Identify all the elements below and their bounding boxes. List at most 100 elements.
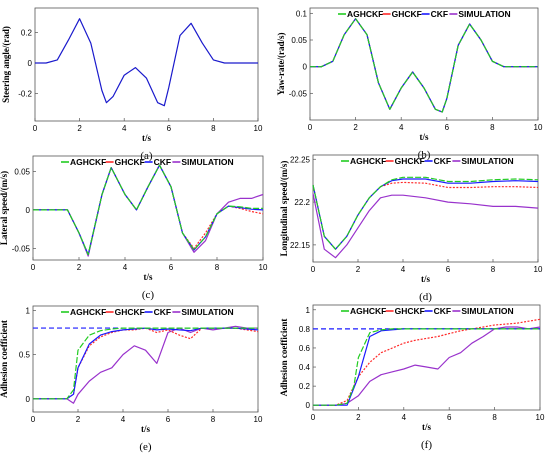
x-tick-label: 4: [121, 415, 126, 424]
x-tick-label: 6: [169, 263, 174, 272]
x-tick-label: 10: [254, 124, 263, 133]
x-tick-label: 10: [534, 123, 543, 132]
legend-entry: GHCKF: [392, 9, 422, 19]
series-line-ghckf: [312, 181, 539, 250]
y-tick-label: -0.05: [12, 244, 31, 253]
x-tick-label: 0: [308, 123, 313, 132]
x-tick-label: 0: [311, 265, 316, 274]
x-tick-label: 8: [215, 263, 220, 272]
y-tick-label: 0.2: [21, 28, 33, 37]
legend-entry: CKF: [434, 156, 451, 166]
y-tick-label: 1: [26, 306, 31, 315]
x-tick-label: 4: [123, 263, 128, 272]
x-tick-label: 6: [166, 415, 171, 424]
plot-frame: [309, 7, 539, 121]
x-tick-label: 6: [167, 124, 172, 133]
x-tick-label: 0: [31, 263, 36, 272]
x-axis-label: t/s: [141, 424, 150, 434]
plot-frame: [312, 304, 541, 411]
x-axis-label: t/s: [142, 133, 151, 143]
series-line-aghckf: [310, 18, 538, 113]
x-tick-label: 0: [33, 124, 38, 133]
legend-entry: GHCKF: [395, 156, 425, 166]
panel-label: (c): [142, 289, 155, 301]
chart-panel: 0 2 4 6 8 10 22.15 22.2 22.25 t/s Longitudinal spe…: [279, 154, 543, 303]
y-tick-label: 0.2: [299, 382, 311, 391]
legend-entry: CKF: [431, 9, 448, 19]
legend-entry: CKF: [154, 307, 171, 317]
series-line-steering: [35, 18, 258, 107]
y-tick-label: 0.8: [299, 325, 311, 334]
series-line-ghckf: [310, 18, 538, 113]
legend-entry: AGHCKF: [350, 156, 386, 166]
x-tick-label: 0: [311, 413, 316, 422]
x-tick-label: 6: [447, 413, 452, 422]
y-axis-label: Longitudinal speed/(m/s): [279, 161, 289, 257]
y-axis-label: Adhesion coefficient: [279, 319, 289, 397]
y-tick-label: 1: [306, 306, 311, 315]
chart-panel: 0 2 4 6 8 10 0 0.2 0.4 0.6 0.8 1 t/s Adhesion coeffic…: [279, 304, 545, 451]
x-tick-label: 4: [401, 265, 406, 274]
x-tick-label: 2: [356, 413, 361, 422]
y-tick-label: -0.05: [289, 89, 308, 98]
x-tick-label: 4: [399, 123, 404, 132]
x-axis-label: t/s: [422, 422, 431, 432]
plot-frame: [32, 155, 264, 261]
legend-entry: AGHCKF: [70, 157, 106, 167]
plot-frame: [32, 305, 259, 413]
x-tick-label: 8: [492, 413, 497, 422]
legend-entry: SIMULATION: [181, 307, 233, 317]
legend-entry: GHCKF: [115, 157, 145, 167]
x-tick-label: 0: [31, 415, 36, 424]
legend-entry: SIMULATION: [458, 9, 510, 19]
x-axis-label: t/s: [144, 272, 153, 282]
y-tick-label: 0.1: [296, 9, 308, 18]
plot-frame: [312, 154, 539, 263]
x-tick-label: 2: [77, 124, 82, 133]
series-line-ckf: [312, 178, 539, 250]
series-line-ghckf: [33, 327, 259, 400]
series-line-aghckf: [313, 328, 540, 406]
y-axis-label: Lateral speed/(m/s): [0, 171, 9, 245]
series-line-aghckf: [33, 327, 258, 400]
x-axis-label: t/s: [421, 274, 430, 284]
x-tick-label: 10: [259, 263, 268, 272]
y-axis-label: Yaw-rate/(rad/s): [276, 33, 286, 96]
series-line-aghckf: [33, 164, 263, 256]
panel-label: (d): [419, 291, 432, 303]
y-tick-label: 0: [26, 395, 31, 404]
x-tick-label: 8: [211, 124, 216, 133]
legend-entry: SIMULATION: [461, 156, 513, 166]
x-axis-label: t/s: [420, 132, 429, 142]
legend-entry: CKF: [434, 306, 451, 316]
y-tick-label: 0.05: [14, 167, 30, 176]
series-line-simulation: [33, 325, 258, 404]
panel-label: (e): [139, 441, 152, 453]
series-line-simulation: [310, 18, 538, 113]
chart-panel: 0 2 4 6 8 10 0 0.5 1 t/s Adhesion coefficient (e) AG…: [0, 305, 263, 453]
series-line-ghckf: [313, 318, 541, 406]
y-tick-label: -0.2: [18, 90, 32, 99]
series-line-ckf: [310, 18, 538, 113]
y-tick-label: 0: [303, 63, 308, 72]
y-tick-label: 22.15: [290, 241, 311, 250]
y-tick-label: 0: [26, 206, 31, 215]
y-tick-label: 0.4: [299, 363, 311, 372]
series-line-simulation: [312, 193, 539, 259]
x-tick-label: 10: [534, 265, 543, 274]
legend-entry: GHCKF: [395, 306, 425, 316]
chart-panel: 0 2 4 6 8 10 -0.05 0 0.05 t/s Lateral speed/(m/s) (…: [0, 155, 268, 301]
x-tick-label: 6: [445, 123, 450, 132]
x-tick-label: 8: [211, 415, 216, 424]
legend-entry: CKF: [154, 157, 171, 167]
y-tick-label: 22.25: [290, 155, 311, 164]
x-tick-label: 2: [76, 415, 81, 424]
legend-entry: SIMULATION: [181, 157, 233, 167]
series-line-aghckf: [312, 176, 539, 250]
legend-entry: SIMULATION: [461, 306, 513, 316]
x-tick-label: 10: [254, 415, 263, 424]
plot-frame: [34, 7, 259, 122]
legend-entry: GHCKF: [115, 307, 145, 317]
x-tick-label: 2: [77, 263, 82, 272]
